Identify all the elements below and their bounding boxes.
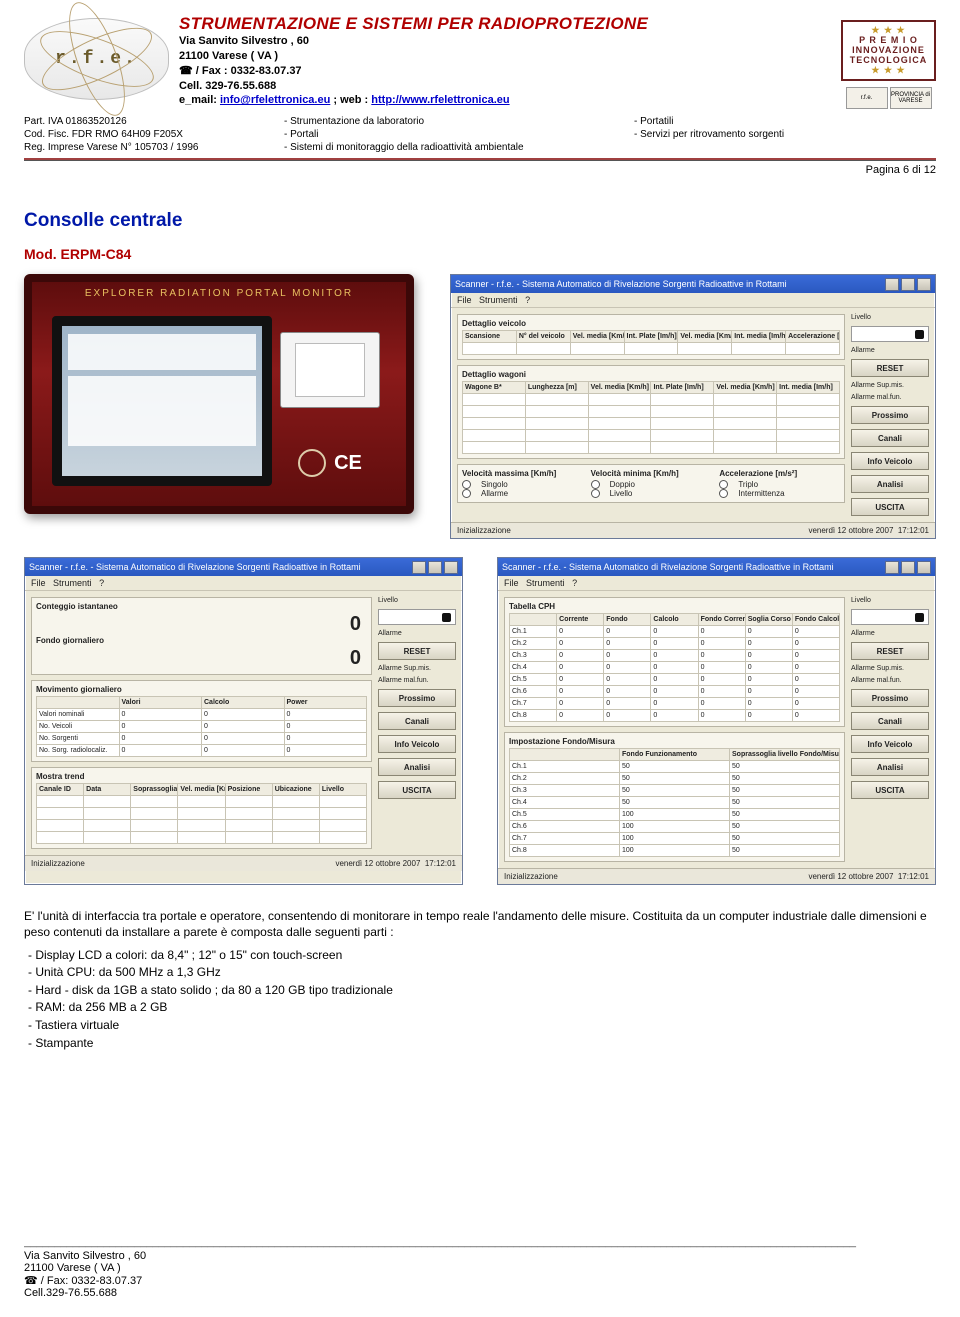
software-window-3: Scanner - r.f.e. - Sistema Automatico di… (497, 557, 936, 885)
max-icon[interactable] (901, 278, 915, 291)
addr1: Via Sanvito Silvestro , 60 (179, 34, 831, 49)
panel-impostazione: Impostazione Fondo/Misura Fondo Funziona… (504, 732, 845, 862)
led-indicator (851, 326, 929, 342)
device-printer (280, 332, 380, 408)
table-impostaz: Fondo FunzionamentoSoprassoglia livello … (509, 748, 840, 857)
panel-tabella-cph: Tabella CPH Corrente FondoCalcolo Fondo … (504, 597, 845, 727)
menu-strumenti[interactable]: Strumenti (479, 295, 518, 305)
close-icon[interactable] (917, 561, 931, 574)
close-icon[interactable] (917, 278, 931, 291)
contact-line: e_mail: info@rfelettronica.eu ; web : ht… (179, 93, 831, 108)
company-title: STRUMENTAZIONE E SISTEMI PER RADIOPROTEZ… (179, 14, 831, 34)
web-link[interactable]: http://www.rfelettronica.eu (371, 94, 509, 106)
max-icon[interactable] (901, 561, 915, 574)
letterhead: r.f.e. STRUMENTAZIONE E SISTEMI PER RADI… (24, 12, 936, 109)
uscita-button[interactable]: USCITA (851, 781, 929, 799)
analisi-button[interactable]: Analisi (851, 475, 929, 493)
reset-button[interactable]: RESET (851, 359, 929, 377)
canali-button[interactable]: Canali (851, 429, 929, 447)
device-touchscreen (52, 316, 272, 486)
info-button[interactable]: Info Veicolo (851, 452, 929, 470)
min-icon[interactable] (885, 278, 899, 291)
phone: ☎ / Fax : 0332-83.07.37 (179, 64, 831, 79)
panel-dettaglio-wagoni: Dettaglio wagoni Wagone B*Lunghezza [m] … (457, 365, 845, 459)
list-item: Stampante (42, 1035, 936, 1053)
model-code: Mod. ERPM-C84 (24, 246, 936, 262)
window-titlebar: Scanner - r.f.e. - Sistema Automatico di… (451, 275, 935, 293)
table-dettaglio: ScansioneN° del veicolo Vel. media [Km/h… (462, 330, 840, 355)
page-number: Pagina 6 di 12 (24, 164, 936, 176)
software-window-2: Scanner - r.f.e. - Sistema Automatico di… (24, 557, 463, 885)
prossimo-button[interactable]: Prossimo (378, 689, 456, 707)
reset-button[interactable]: RESET (378, 642, 456, 660)
reset-button[interactable]: RESET (851, 642, 929, 660)
panel-mostra-trend: Mostra trend Canale IDData SoprassogliaV… (31, 767, 372, 849)
uscita-button[interactable]: USCITA (378, 781, 456, 799)
panel-conteggio: Conteggio istantaneo 0 Fondo giornaliero… (31, 597, 372, 675)
page-footer: ________________________________________… (24, 1236, 936, 1299)
spec-list: Display LCD a colori: da 8,4" ; 12" o 15… (24, 947, 936, 1053)
panel-mov-giorn: Movimento giornaliero ValoriCalcoloPower… (31, 680, 372, 762)
info-button[interactable]: Info Veicolo (378, 735, 456, 753)
close-icon[interactable] (444, 561, 458, 574)
info-button[interactable]: Info Veicolo (851, 735, 929, 753)
cell: Cell. 329-76.55.688 (179, 79, 831, 94)
prossimo-button[interactable]: Prossimo (851, 689, 929, 707)
section-title: Consolle centrale (24, 210, 936, 232)
min-icon[interactable] (885, 561, 899, 574)
ce-mark: CE (334, 452, 362, 475)
logo-rfe: r.f.e. (24, 18, 169, 100)
list-item: Tastiera virtuale (42, 1017, 936, 1035)
body-paragraph: E' l'unità di interfaccia tra portale e … (24, 909, 936, 940)
company-info: STRUMENTAZIONE E SISTEMI PER RADIOPROTEZ… (179, 12, 831, 108)
table-wagoni2: Canale IDData SoprassogliaVel. media [Km… (36, 783, 367, 844)
analisi-button[interactable]: Analisi (378, 758, 456, 776)
max-icon[interactable] (428, 561, 442, 574)
panel-dettaglio-veicolo: Dettaglio veicolo ScansioneN° del veicol… (457, 314, 845, 360)
panel-simulazione: Velocità massima [Km/h] Singolo Allarme … (457, 464, 845, 503)
canali-button[interactable]: Canali (851, 712, 929, 730)
device-photo: EXPLORER RADIATION PORTAL MONITOR CE (24, 274, 414, 514)
addr2: 21100 Varese ( VA ) (179, 49, 831, 64)
min-icon[interactable] (412, 561, 426, 574)
analisi-button[interactable]: Analisi (851, 758, 929, 776)
table-cph: Corrente FondoCalcolo Fondo CorrenteSogl… (509, 613, 840, 722)
list-item: Hard - disk da 1GB a stato solido ; da 8… (42, 982, 936, 1000)
list-item: Unità CPU: da 500 MHz a 1,3 GHz (42, 964, 936, 982)
list-item: Display LCD a colori: da 8,4" ; 12" o 15… (42, 947, 936, 965)
email-link[interactable]: info@rfelettronica.eu (220, 94, 330, 106)
list-item: RAM: da 256 MB a 2 GB (42, 999, 936, 1017)
table-wagoni: Wagone B*Lunghezza [m] Vel. media [Km/h]… (462, 381, 840, 454)
header-rule (24, 158, 936, 160)
menu-file[interactable]: File (457, 295, 472, 305)
device-badge: CE (280, 442, 380, 484)
sub-header: Part. IVA 01863520126 Cod. Fisc. FDR RMO… (24, 115, 936, 154)
uscita-button[interactable]: USCITA (851, 498, 929, 516)
sidebar-controls: Livello Allarme RESET Allarme Sup.mis. A… (851, 314, 929, 516)
award-badge: ★ ★ ★ P R E M I O INNOVAZIONE TECNOLOGIC… (841, 20, 936, 109)
prossimo-button[interactable]: Prossimo (851, 406, 929, 424)
canali-button[interactable]: Canali (378, 712, 456, 730)
menu-help[interactable]: ? (525, 295, 530, 305)
software-window-1: Scanner - r.f.e. - Sistema Automatico di… (450, 274, 936, 539)
device-brand: EXPLORER RADIATION PORTAL MONITOR (32, 288, 406, 299)
status-bar: Inizializzazione venerdì 12 ottobre 2007… (451, 522, 935, 538)
